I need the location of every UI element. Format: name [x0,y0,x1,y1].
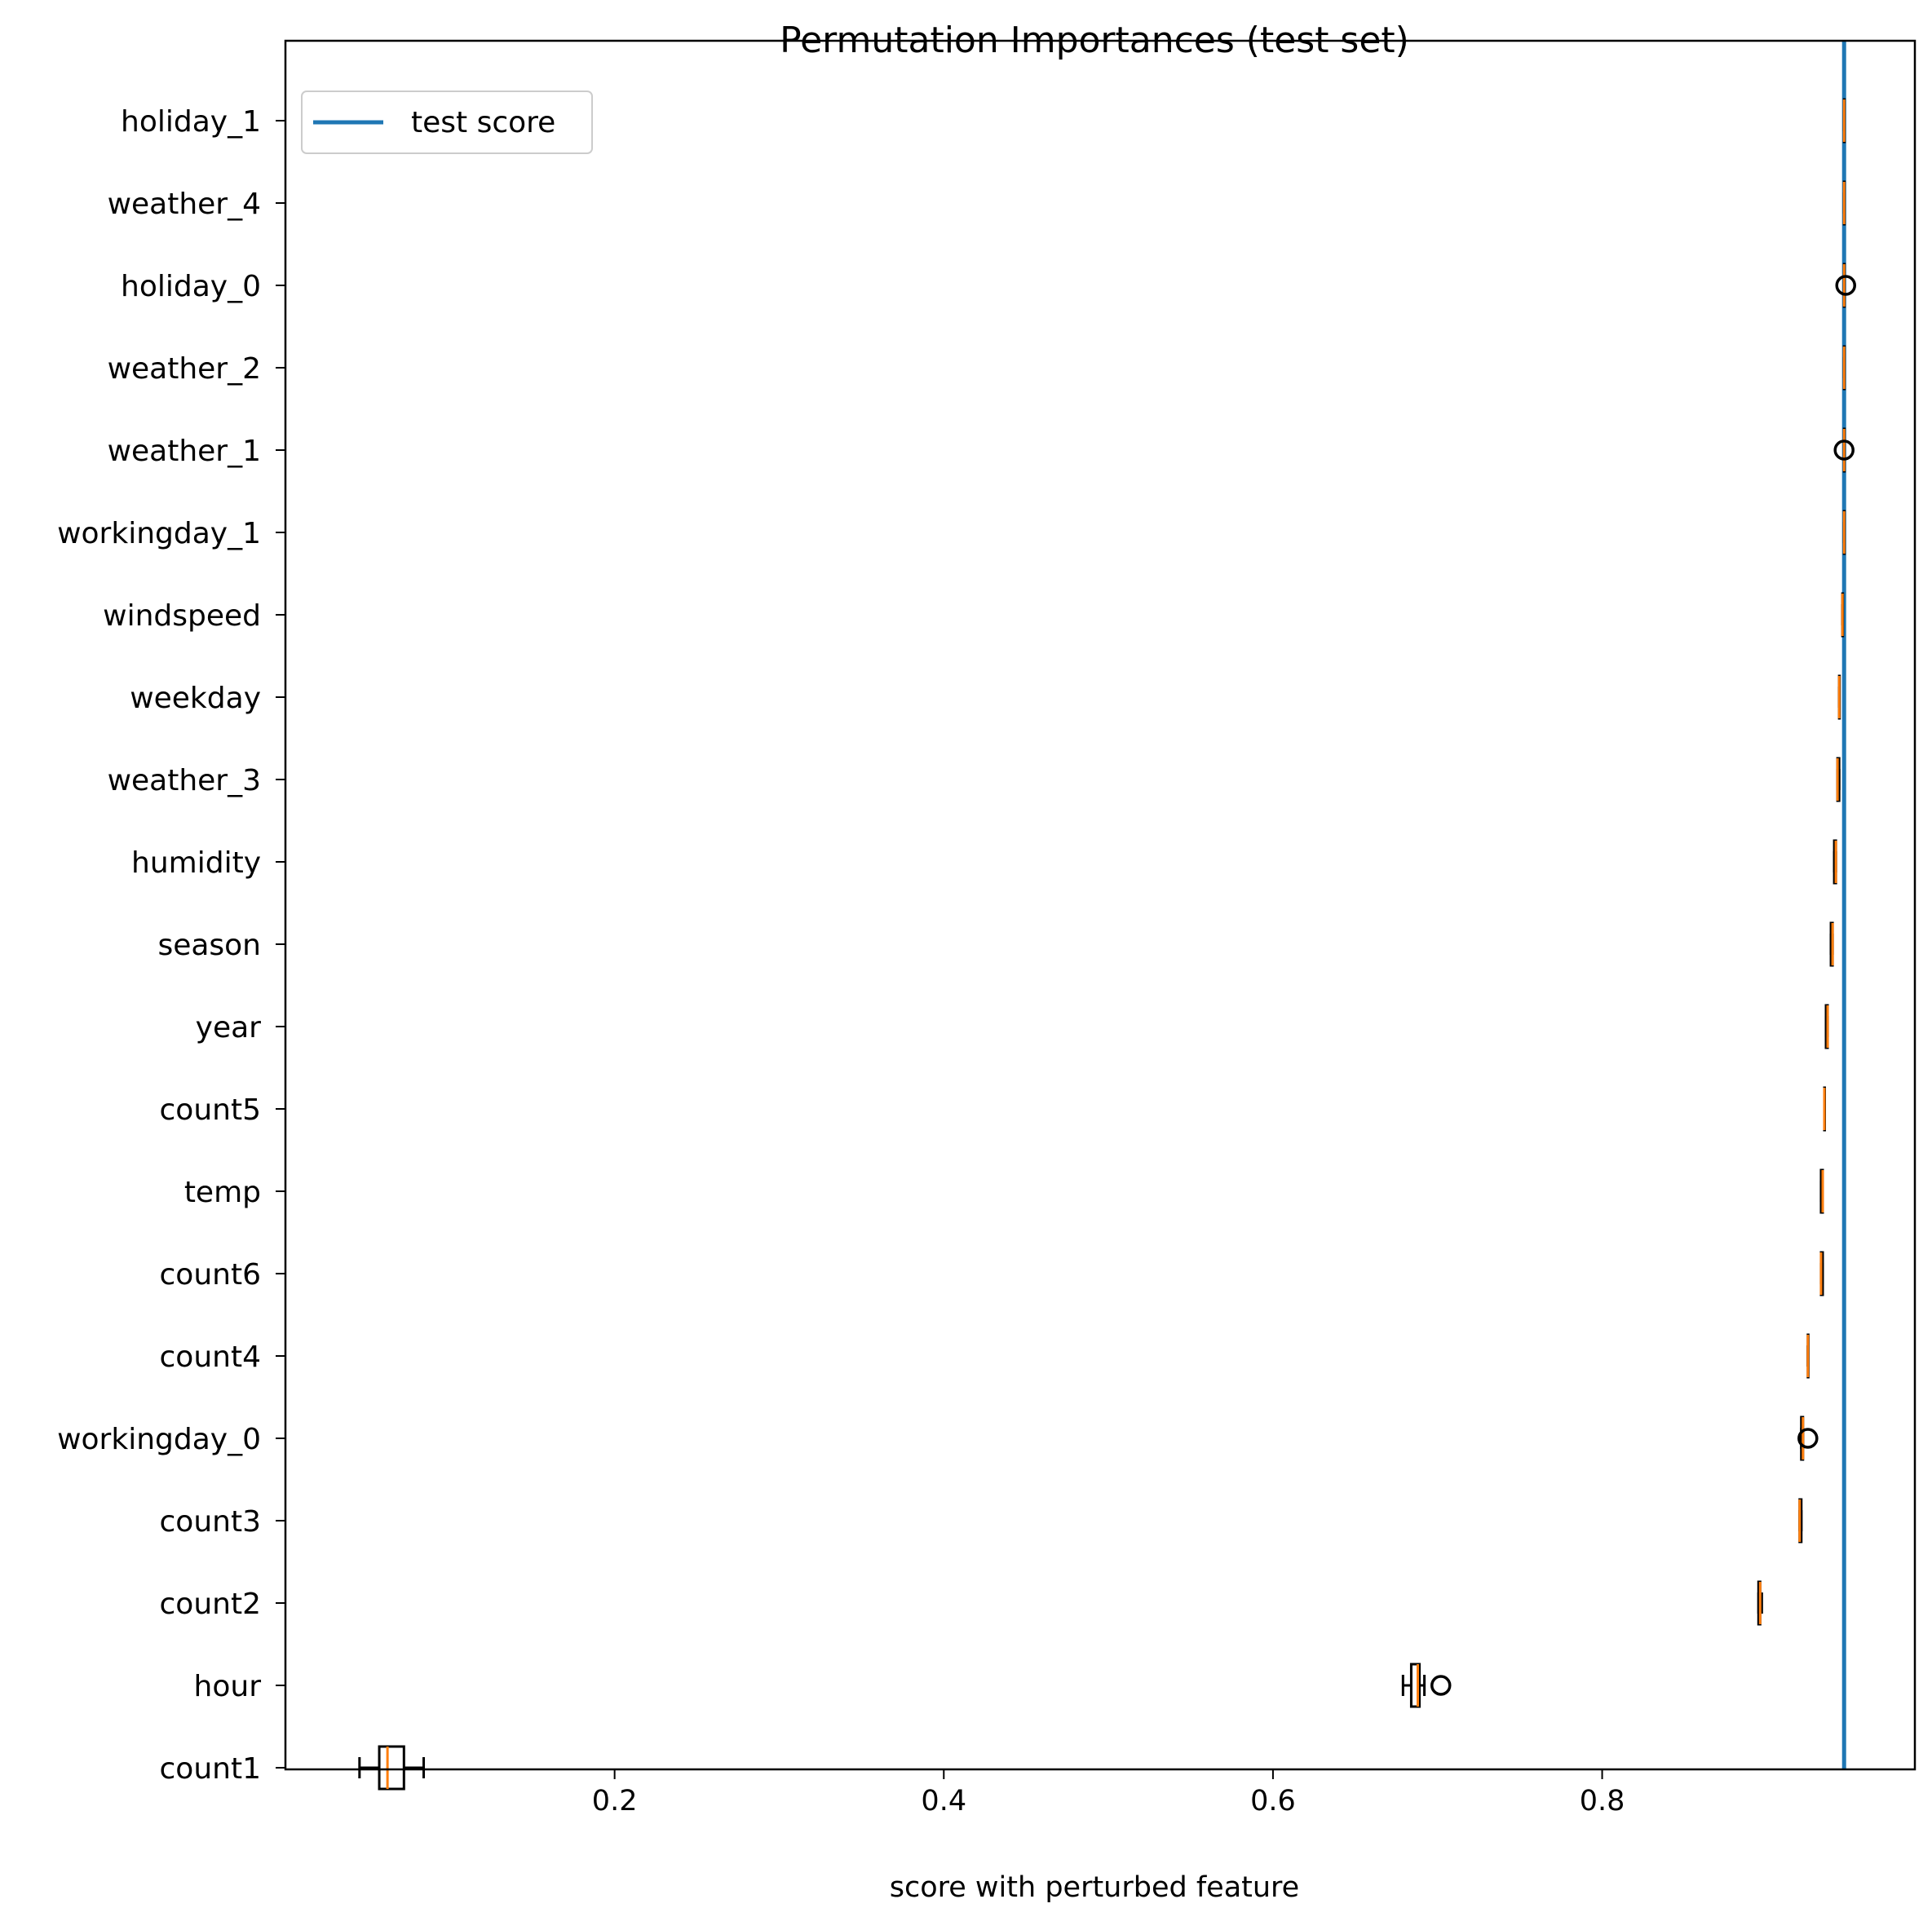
box-count5 [1823,1086,1826,1132]
box-count6 [1819,1251,1824,1296]
y-tick-label: hour [194,1670,262,1703]
box-count2 [1757,1580,1763,1626]
box-season [1829,921,1834,967]
box-count3 [1798,1498,1803,1544]
y-tick-label: weather_4 [108,188,261,221]
iqr-box [1409,1663,1421,1708]
box-workingday_0 [1797,1415,1819,1461]
box-weather_3 [1836,757,1841,802]
y-tick-label: year [196,1011,262,1044]
outlier-point [1833,439,1855,461]
y-tick-label: count5 [160,1093,261,1127]
y-tick-label: holiday_0 [121,270,261,303]
y-tick-label: count1 [160,1752,261,1786]
y-tick-label: count4 [160,1340,261,1374]
y-tick-label: count2 [160,1588,261,1621]
legend-label-test-score: test score [411,106,555,139]
box-hour [1401,1663,1452,1708]
y-tick-label: count3 [160,1505,261,1539]
box-year [1824,1004,1829,1049]
y-tick-label: humidity [131,846,261,880]
box-holiday_1 [1842,98,1846,144]
y-tick-label: temp [184,1176,261,1209]
x-tick-label: 0.6 [1250,1785,1296,1817]
legend-box [301,91,593,154]
x-tick-label: 0.4 [921,1785,966,1817]
box-weather_2 [1842,345,1846,391]
box-workingday_1 [1842,510,1846,555]
box-count4 [1806,1333,1810,1379]
x-tick-label: 0.2 [592,1785,638,1817]
box-weather_1 [1833,427,1855,473]
plot-area: holiday_1 weather_4 holiday_0 weather_2weat… [57,39,1917,1817]
box-weekday [1837,674,1841,720]
box-count1 [358,1745,426,1791]
box-holiday_0 [1835,263,1856,308]
x-axis-label: score with perturbed feature [890,1871,1299,1904]
y-tick-label: weather_2 [108,352,261,386]
box-weather_4 [1842,180,1846,226]
axes-frame [284,39,1917,1771]
y-tick-label: weekday [130,682,261,715]
y-tick-label: season [157,929,261,962]
outlier-point [1430,1675,1452,1696]
y-tick-label: weather_3 [108,764,261,797]
x-tick-label: 0.8 [1580,1785,1625,1817]
y-tick-label: workingday_0 [57,1423,261,1456]
outlier-point [1835,275,1856,296]
y-tick-label: count6 [160,1258,261,1292]
y-tick-label: holiday_1 [121,105,261,139]
outlier-point [1797,1428,1819,1449]
legend: test score [301,91,593,154]
y-tick-label: weather_1 [108,435,261,468]
box-temp [1819,1168,1824,1214]
iqr-box [378,1745,405,1791]
y-tick-label: windspeed [103,599,261,633]
box-windspeed [1841,592,1845,638]
box-humidity [1833,839,1837,885]
y-tick-label: workingday_1 [57,517,261,550]
